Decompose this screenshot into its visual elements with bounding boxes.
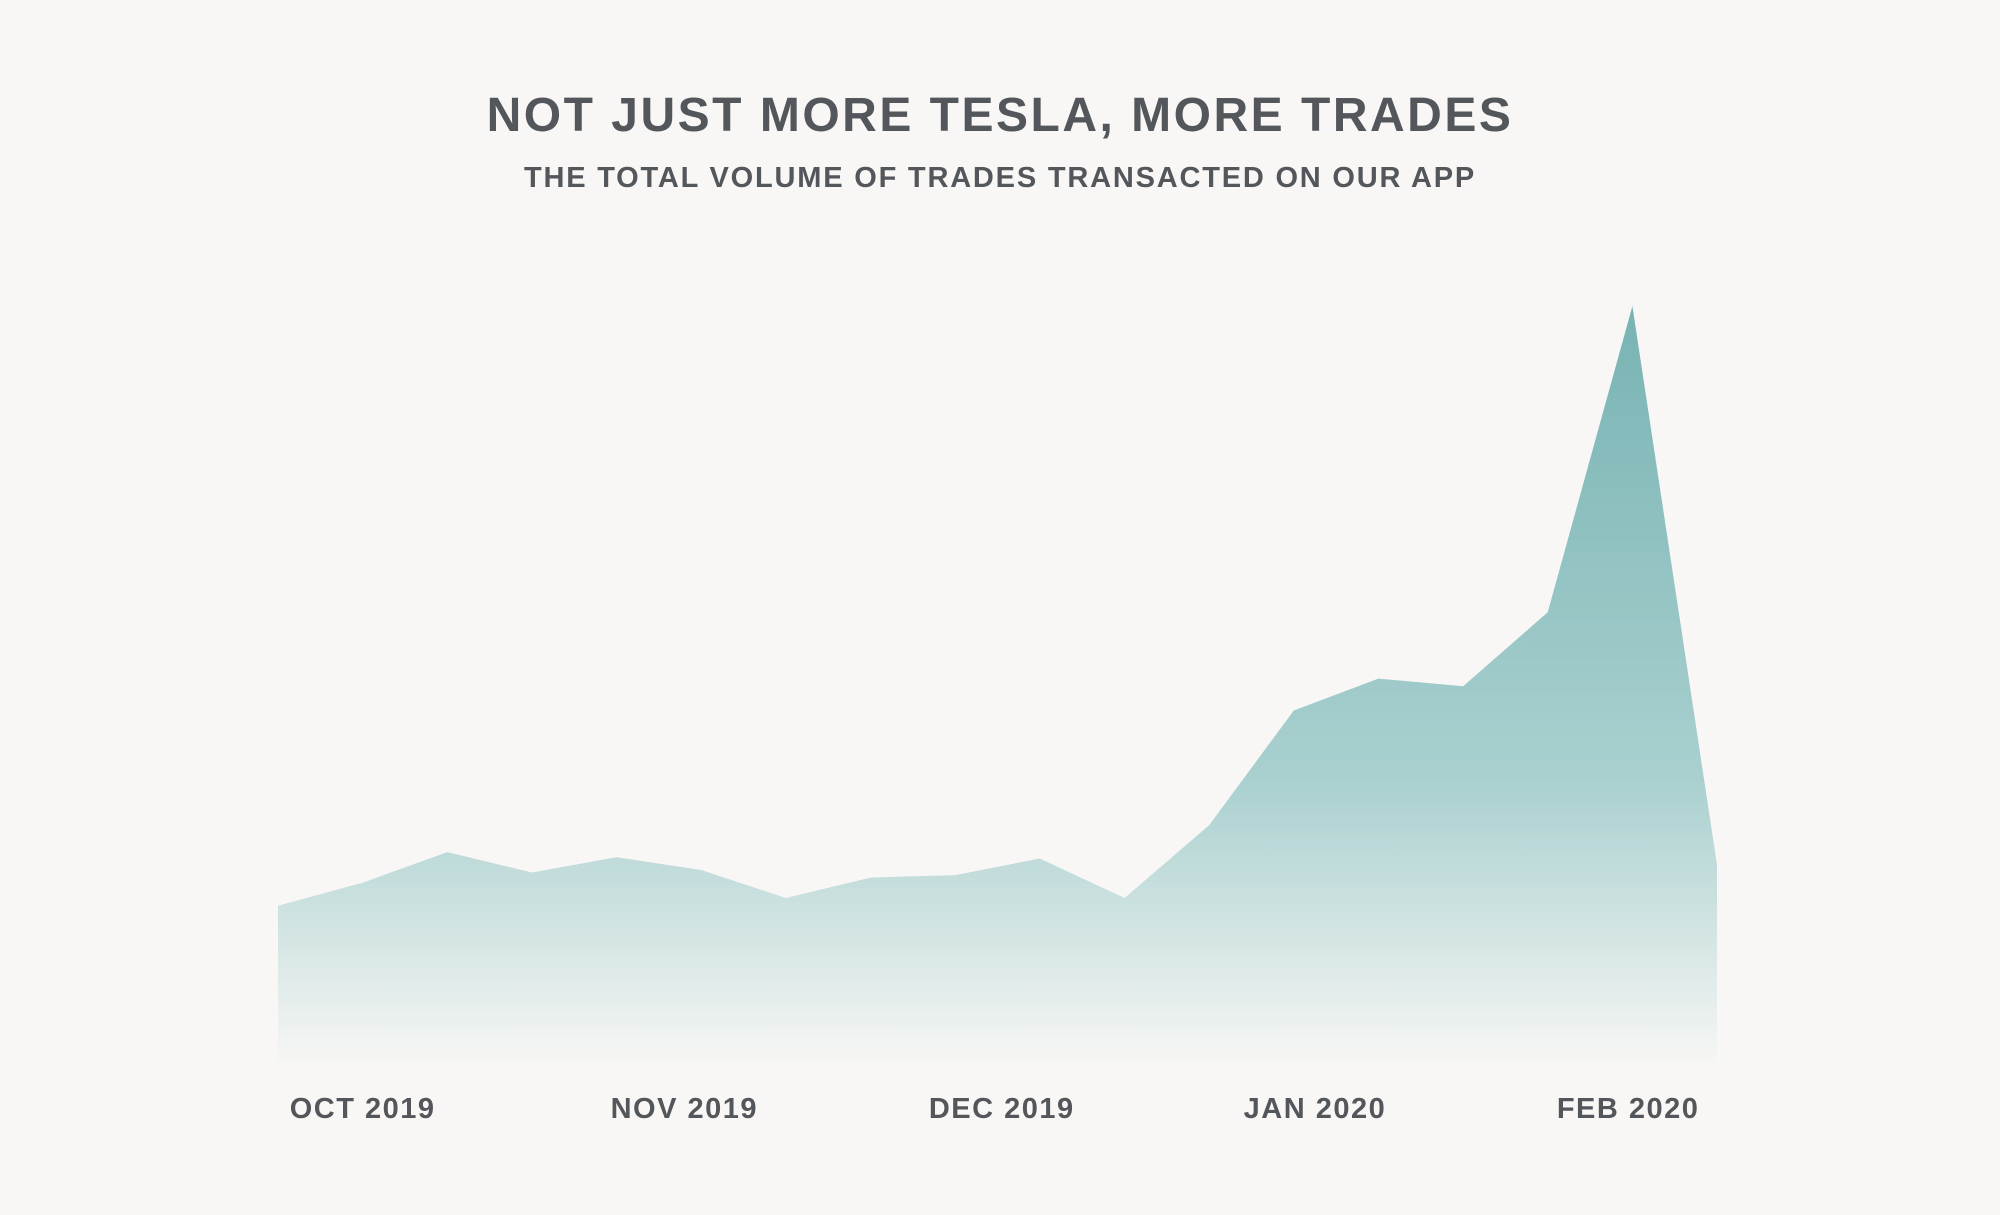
x-tick-label: NOV 2019: [611, 1093, 758, 1125]
chart-title: NOT JUST MORE TESLA, MORE TRADES: [486, 89, 1514, 142]
area-series-trade-volume: [278, 306, 1717, 1070]
x-tick-label: FEB 2020: [1557, 1093, 1700, 1125]
x-tick-label: DEC 2019: [929, 1093, 1075, 1125]
x-tick-label: OCT 2019: [290, 1093, 436, 1125]
x-tick-label: JAN 2020: [1244, 1093, 1387, 1125]
chart-subtitle: THE TOTAL VOLUME OF TRADES TRANSACTED ON…: [523, 162, 1477, 194]
